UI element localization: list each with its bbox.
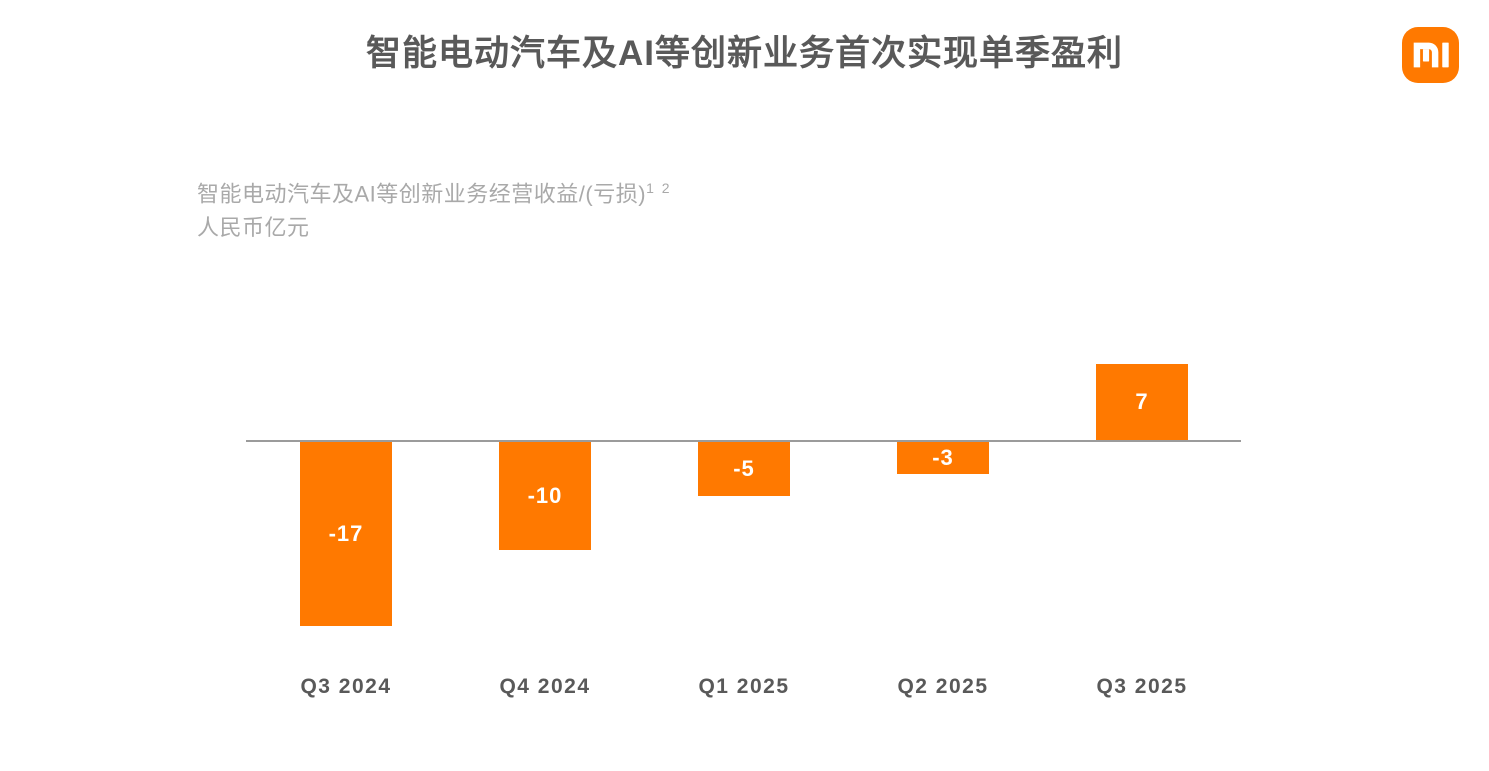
- bar-q1-2025: -5: [698, 442, 790, 496]
- bar-q2-2025: -3: [897, 442, 989, 474]
- xiaomi-logo: [1402, 27, 1459, 83]
- bar-q3-2024: -17: [300, 442, 392, 626]
- bar-q3-2025: 7: [1096, 364, 1188, 440]
- bar-value-label-q1-2025: -5: [733, 456, 755, 481]
- zero-axis-line: [246, 440, 1241, 442]
- bar-value-label-q3-2024: -17: [328, 521, 364, 546]
- mi-logo-icon: [1413, 42, 1449, 68]
- chart-unit-label: 人民币亿元: [197, 215, 310, 241]
- bar-value-label-q2-2025: -3: [932, 445, 954, 470]
- chart-subtitle: 智能电动汽车及AI等创新业务经营收益/(亏损)1 2 人民币亿元: [197, 171, 672, 245]
- x-axis-label-q1-2025: Q1 2025: [698, 675, 790, 698]
- page-title: 智能电动汽车及AI等创新业务首次实现单季盈利: [365, 34, 1123, 73]
- chart-subtitle-text: 智能电动汽车及AI等创新业务经营收益/(亏损): [197, 181, 647, 207]
- x-axis-label-q4-2024: Q4 2024: [499, 675, 591, 698]
- x-axis-label-q2-2025: Q2 2025: [897, 675, 989, 698]
- bar-value-label-q3-2025: 7: [1135, 389, 1149, 414]
- x-axis-label-q3-2025: Q3 2025: [1096, 675, 1188, 698]
- bar-value-label-q4-2024: -10: [527, 483, 563, 508]
- bar-q4-2024: -10: [499, 442, 591, 550]
- chart-subtitle-line1: 智能电动汽车及AI等创新业务经营收益/(亏损)1 2: [197, 171, 672, 211]
- footnote-references: 1 2: [646, 180, 672, 196]
- x-axis-label-q3-2024: Q3 2024: [300, 675, 392, 698]
